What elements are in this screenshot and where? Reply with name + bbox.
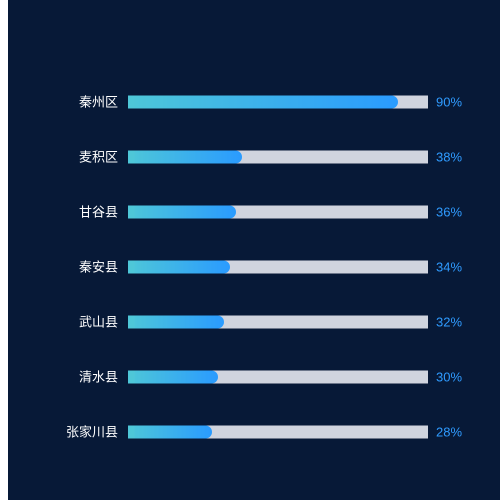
value-label: 28%: [436, 425, 462, 440]
category-label: 张家川县: [66, 425, 118, 440]
bar-row: 甘谷县 36%: [79, 205, 462, 220]
bar-fill: [128, 260, 230, 274]
bar-fill: [128, 425, 212, 439]
bar-row: 张家川县 28%: [66, 425, 462, 440]
chart-panel: 秦州区 90% 麦积区 38% 甘谷县 36% 秦安县 34% 武山县 32% 清水县 30% 张家川县…: [8, 0, 500, 500]
bar-row: 武山县 32%: [79, 315, 462, 330]
bar-row: 秦州区 90%: [79, 95, 462, 110]
value-label: 30%: [436, 370, 462, 385]
bar-fill: [128, 205, 236, 219]
bar-fill: [128, 95, 398, 109]
bar-fill-start: [128, 425, 135, 439]
bar-fill-start: [128, 150, 135, 164]
bar-fill-start: [128, 95, 135, 109]
value-label: 34%: [436, 260, 462, 275]
bar-fill: [128, 150, 242, 164]
value-label: 32%: [436, 315, 462, 330]
bar-fill-start: [128, 370, 135, 384]
value-label: 38%: [436, 150, 462, 165]
bar-fill: [128, 370, 218, 384]
bar-row: 清水县 30%: [79, 370, 462, 385]
value-label: 90%: [436, 95, 462, 110]
bar-row: 麦积区 38%: [79, 150, 462, 165]
bar-fill-start: [128, 205, 135, 219]
category-label: 麦积区: [79, 150, 118, 165]
category-label: 清水县: [79, 370, 118, 385]
value-label: 36%: [436, 205, 462, 220]
category-label: 秦州区: [79, 95, 118, 110]
category-label: 武山县: [79, 315, 118, 330]
bar-row: 秦安县 34%: [79, 260, 462, 275]
category-label: 秦安县: [79, 260, 118, 275]
bar-rows: 秦州区 90% 麦积区 38% 甘谷县 36% 秦安县 34% 武山县 32% 清水县 30% 张家川县…: [66, 95, 462, 440]
category-label: 甘谷县: [79, 205, 118, 220]
bar-fill-start: [128, 260, 135, 274]
bar-chart: 秦州区 90% 麦积区 38% 甘谷县 36% 秦安县 34% 武山县 32% 清水县 30% 张家川县…: [66, 95, 462, 440]
bar-fill-start: [128, 315, 135, 329]
bar-fill: [128, 315, 224, 329]
